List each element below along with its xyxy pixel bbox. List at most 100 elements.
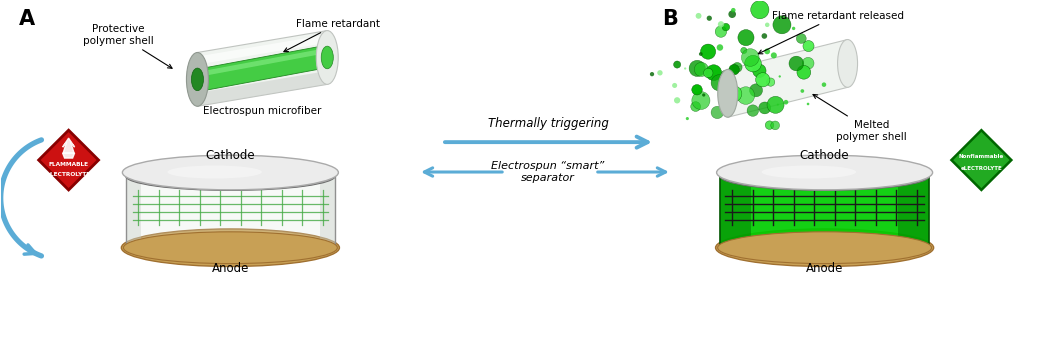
Circle shape (789, 56, 803, 71)
Text: Anode: Anode (806, 262, 843, 275)
Circle shape (738, 30, 754, 46)
Circle shape (744, 55, 761, 72)
Ellipse shape (716, 155, 932, 190)
Text: Electrospun microfiber: Electrospun microfiber (203, 106, 321, 116)
Circle shape (766, 78, 775, 86)
Polygon shape (63, 138, 75, 153)
Ellipse shape (316, 30, 338, 84)
Ellipse shape (715, 229, 933, 266)
Ellipse shape (187, 52, 208, 106)
Circle shape (800, 89, 804, 93)
Circle shape (765, 22, 770, 27)
Text: Cathode: Cathode (800, 149, 849, 162)
Circle shape (750, 59, 759, 68)
Circle shape (717, 44, 723, 51)
Circle shape (797, 65, 811, 79)
Circle shape (759, 102, 771, 114)
Polygon shape (719, 176, 751, 248)
Polygon shape (126, 176, 142, 248)
Text: Thermally triggering: Thermally triggering (487, 117, 608, 130)
Text: eLECTROLYTE: eLECTROLYTE (961, 166, 1003, 170)
Ellipse shape (321, 46, 333, 69)
Circle shape (700, 44, 716, 59)
Circle shape (737, 87, 755, 104)
Ellipse shape (122, 229, 339, 266)
Circle shape (726, 86, 742, 102)
Circle shape (718, 21, 724, 27)
Circle shape (741, 49, 759, 66)
Text: A: A (19, 9, 35, 29)
Circle shape (699, 52, 702, 56)
Circle shape (707, 16, 712, 21)
Text: Anode: Anode (212, 262, 249, 275)
Circle shape (740, 47, 747, 54)
Circle shape (773, 16, 791, 34)
Polygon shape (951, 130, 1011, 190)
Circle shape (803, 41, 814, 51)
Circle shape (692, 91, 710, 110)
Ellipse shape (167, 166, 261, 178)
Circle shape (711, 106, 723, 119)
Circle shape (731, 8, 736, 13)
Circle shape (802, 57, 814, 69)
Ellipse shape (126, 162, 335, 190)
Polygon shape (39, 130, 99, 190)
Circle shape (778, 75, 781, 78)
Circle shape (706, 65, 721, 80)
Circle shape (806, 103, 810, 105)
Ellipse shape (761, 166, 856, 178)
Circle shape (692, 85, 702, 95)
Text: Protective
polymer shell: Protective polymer shell (83, 24, 172, 68)
Circle shape (756, 73, 770, 87)
Circle shape (720, 99, 735, 113)
Text: +: + (233, 179, 242, 189)
Text: Electrospun “smart”
separator: Electrospun “smart” separator (491, 161, 605, 183)
Circle shape (650, 72, 654, 76)
Text: Flame retardant: Flame retardant (284, 19, 380, 52)
Circle shape (750, 84, 762, 97)
Circle shape (822, 82, 826, 87)
Circle shape (721, 70, 730, 79)
Circle shape (696, 13, 701, 19)
Circle shape (771, 121, 779, 130)
Circle shape (715, 26, 727, 37)
Text: +: + (827, 179, 836, 189)
Text: eLECTROLYTE: eLECTROLYTE (46, 172, 90, 176)
Circle shape (674, 61, 680, 68)
Polygon shape (197, 35, 328, 65)
Circle shape (765, 121, 774, 130)
Polygon shape (719, 176, 929, 248)
Circle shape (777, 104, 779, 106)
Ellipse shape (123, 155, 338, 190)
Circle shape (766, 96, 784, 113)
Polygon shape (126, 176, 335, 248)
Text: Nonflammable: Nonflammable (959, 154, 1004, 159)
Circle shape (771, 52, 777, 58)
Circle shape (672, 83, 677, 88)
Text: Cathode: Cathode (206, 149, 255, 162)
Polygon shape (197, 71, 328, 106)
Circle shape (753, 64, 766, 77)
Circle shape (729, 10, 736, 18)
Circle shape (722, 23, 730, 31)
Circle shape (691, 102, 700, 111)
Polygon shape (204, 46, 321, 91)
Text: −: − (820, 234, 828, 244)
Circle shape (689, 60, 706, 77)
Text: FLAMMABLE: FLAMMABLE (48, 162, 88, 167)
Circle shape (796, 34, 806, 43)
Circle shape (711, 75, 728, 91)
Ellipse shape (719, 162, 929, 190)
Circle shape (657, 70, 663, 76)
Circle shape (694, 62, 709, 77)
Circle shape (747, 105, 758, 116)
Ellipse shape (718, 69, 738, 117)
Circle shape (751, 1, 769, 19)
Polygon shape (197, 30, 328, 106)
Circle shape (792, 27, 795, 30)
Polygon shape (204, 49, 321, 76)
Ellipse shape (191, 68, 204, 91)
Polygon shape (898, 176, 929, 248)
Text: −: − (227, 234, 234, 244)
Circle shape (764, 48, 770, 54)
